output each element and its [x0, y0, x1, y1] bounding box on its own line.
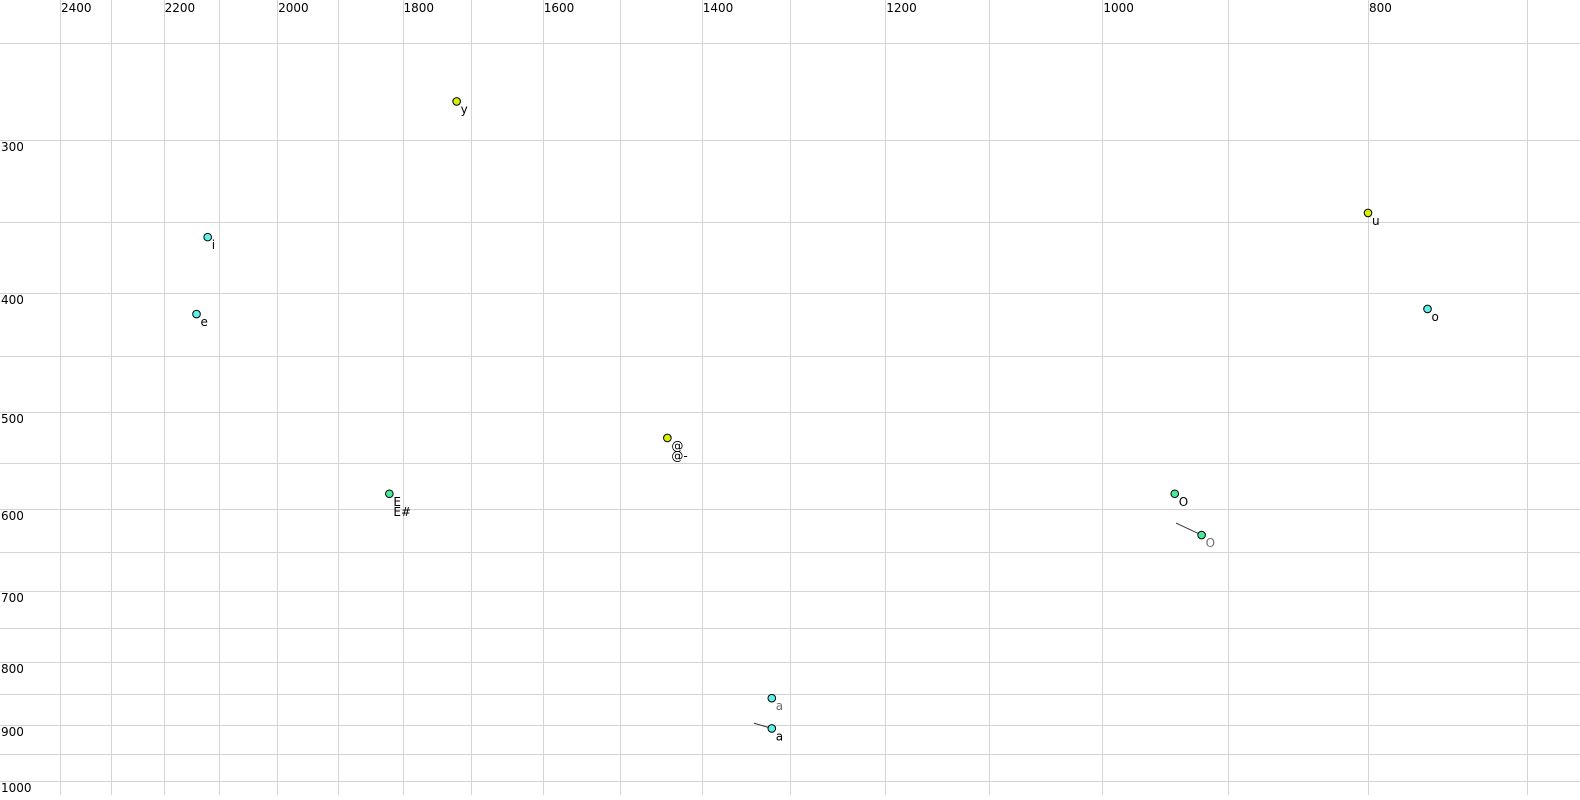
- point-label: y: [461, 102, 468, 116]
- x-tick-label: 1000: [1103, 1, 1134, 15]
- data-point-marker: [1363, 208, 1373, 218]
- trajectory-line: [1175, 522, 1202, 536]
- x-tick-label: 1800: [404, 1, 435, 15]
- vowel-point-@: @@-: [663, 433, 688, 463]
- vowel-point-E: EE#: [385, 489, 411, 519]
- y-tick-label: 600: [1, 509, 24, 523]
- y-tick-label: 800: [1, 662, 24, 676]
- data-point-marker: [385, 489, 394, 499]
- x-tick-label: 800: [1369, 1, 1392, 15]
- vowel-point-O: O: [1170, 489, 1188, 509]
- vowel-point-o: o: [1423, 304, 1439, 324]
- data-point-marker: [663, 433, 672, 443]
- point-label: O: [1179, 495, 1188, 509]
- y-tick-label: 900: [1, 725, 24, 739]
- data-point-marker: [452, 97, 461, 106]
- point-label: i: [212, 238, 215, 252]
- point-label: o: [1432, 310, 1439, 324]
- point-label: u: [1372, 214, 1380, 228]
- vowel-point-y: y: [452, 97, 468, 116]
- data-point-marker: [767, 724, 777, 733]
- vowel-point-O: O: [1175, 522, 1215, 550]
- y-tick-label: 1000: [1, 781, 32, 795]
- x-tick-label: 2000: [278, 1, 309, 15]
- data-point-marker: [1423, 304, 1432, 314]
- point-sublabel: E#: [393, 505, 411, 519]
- point-label: a: [776, 699, 783, 713]
- vowel-point-u: u: [1363, 208, 1380, 228]
- point-sublabel: @-: [671, 449, 687, 463]
- data-point-marker: [203, 232, 212, 242]
- x-tick-label: 1200: [886, 1, 917, 15]
- point-label: O: [1206, 536, 1215, 550]
- data-point-marker: [1170, 489, 1180, 499]
- data-point-marker: [1197, 530, 1206, 540]
- data-points: y i e EE# @@- u o O Oa a: [192, 97, 1439, 743]
- point-label: e: [201, 315, 208, 329]
- x-axis-tick-labels: 2400 2200 2000 1800 1600 1400 1200 1000 800: [61, 1, 1392, 15]
- y-tick-label: 500: [1, 412, 24, 426]
- x-tick-label: 2400: [61, 1, 92, 15]
- y-tick-label: 700: [1, 591, 24, 605]
- x-tick-label: 2200: [165, 1, 196, 15]
- data-point-marker: [767, 693, 777, 703]
- point-label: E: [393, 495, 401, 509]
- data-point-marker: [192, 309, 201, 319]
- y-tick-label: 300: [1, 140, 24, 154]
- vowel-point-a: a: [753, 722, 783, 743]
- vowel-point-e: e: [192, 309, 208, 329]
- x-tick-label: 1600: [544, 1, 575, 15]
- vowel-point-i: i: [203, 232, 215, 252]
- point-label: @: [671, 439, 683, 453]
- vowel-point-a: a: [767, 693, 783, 713]
- point-label: a: [776, 729, 783, 743]
- x-tick-label: 1400: [703, 1, 734, 15]
- y-tick-label: 400: [1, 293, 24, 307]
- y-axis-tick-labels: 300 400 500 600 700 800 900 1000: [1, 140, 32, 795]
